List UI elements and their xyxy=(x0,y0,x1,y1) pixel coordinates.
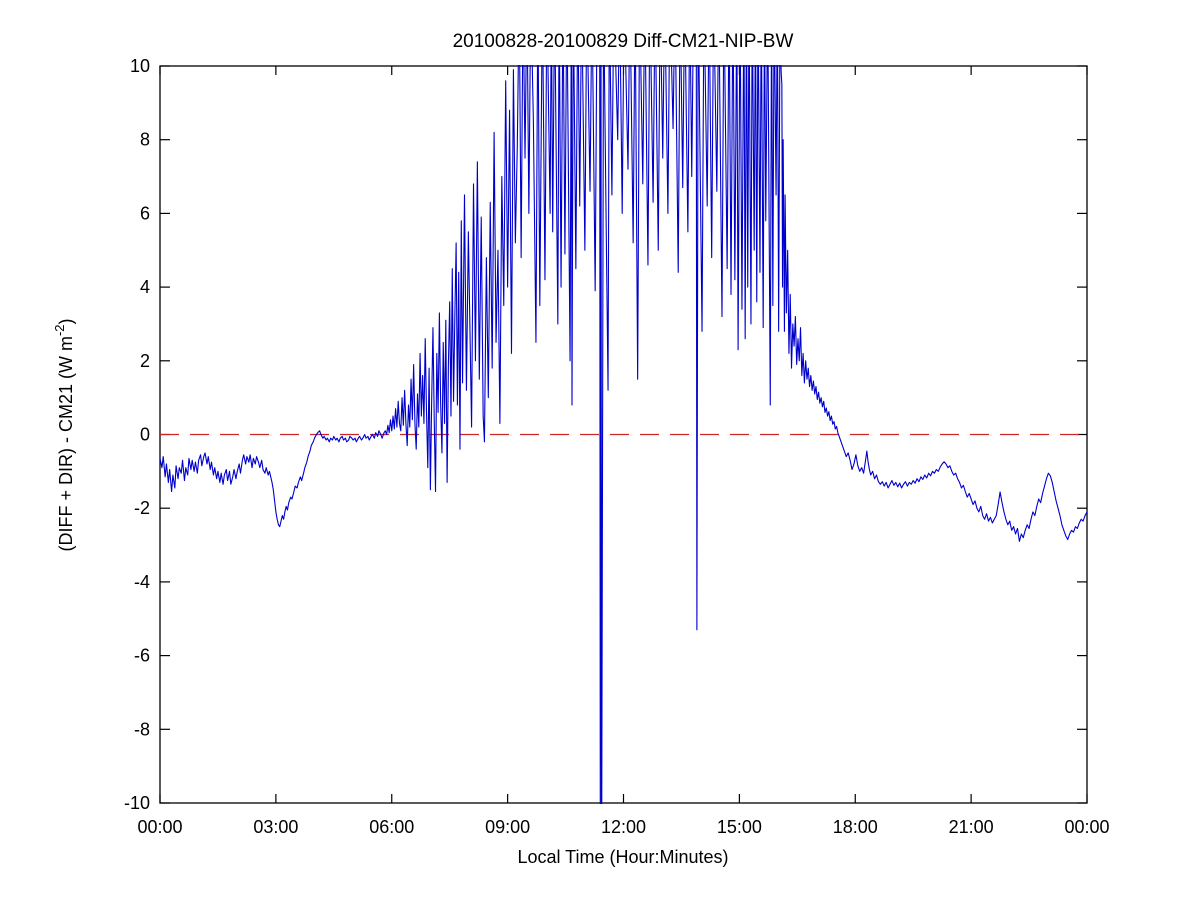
y-tick-label: 4 xyxy=(140,277,150,297)
x-tick-labels: 00:00 03:00 06:00 09:00 12:00 15:00 18:00 21:00… xyxy=(137,817,1109,837)
data-series-line xyxy=(160,65,1087,804)
x-axis-label: Local Time (Hour:Minutes) xyxy=(517,847,728,867)
y-tick-label: -6 xyxy=(134,646,150,666)
y-tick-labels: 10 8 6 4 2 0 -2 -4 -6 -8 -10 xyxy=(124,56,150,813)
x-tick-label: 21:00 xyxy=(949,817,994,837)
y-tick-label: 6 xyxy=(140,203,150,223)
x-tick-label: 15:00 xyxy=(717,817,762,837)
y-tick-label: 0 xyxy=(140,425,150,445)
y-tick-label: 10 xyxy=(130,56,150,76)
x-tick-label: 12:00 xyxy=(601,817,646,837)
y-tick-label: -4 xyxy=(134,572,150,592)
x-tick-label: 18:00 xyxy=(833,817,878,837)
y-tick-label: -10 xyxy=(124,793,150,813)
y-tick-label: 8 xyxy=(140,130,150,150)
x-tick-label: 00:00 xyxy=(1064,817,1109,837)
x-tick-label: 09:00 xyxy=(485,817,530,837)
x-tick-label: 03:00 xyxy=(253,817,298,837)
y-tick-label: -8 xyxy=(134,719,150,739)
y-axis-label: (DIFF + DIR) - CM21 (W m-2) xyxy=(52,318,76,551)
y-tick-label: 2 xyxy=(140,351,150,371)
y-tick-label: -2 xyxy=(134,498,150,518)
chart-title: 20100828-20100829 Diff-CM21-NIP-BW xyxy=(453,31,794,52)
x-tick-label: 06:00 xyxy=(369,817,414,837)
x-tick-label: 00:00 xyxy=(137,817,182,837)
